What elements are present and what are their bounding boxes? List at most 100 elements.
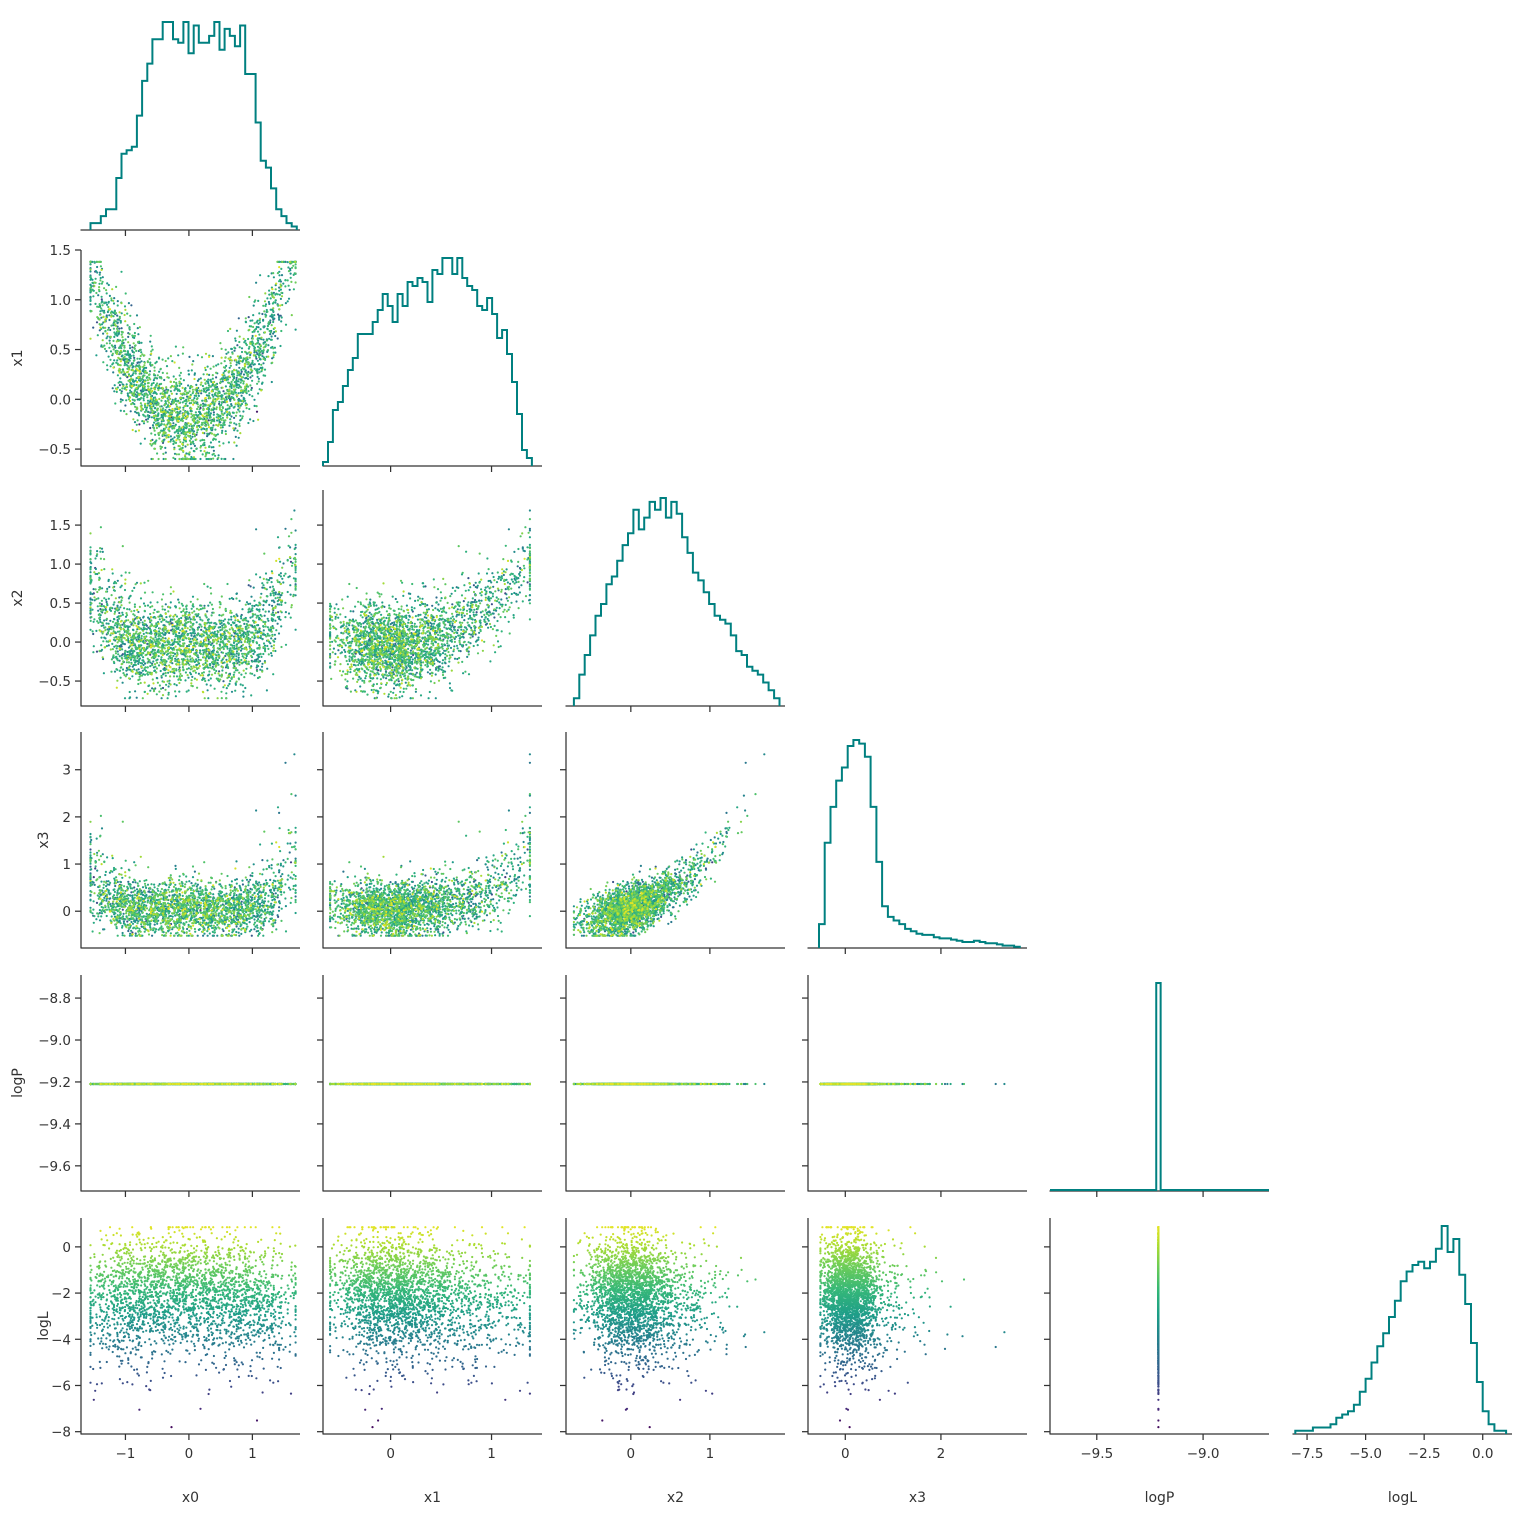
data-point (244, 377, 246, 379)
data-point (257, 300, 259, 302)
y-tick-label: −0.5 (38, 442, 71, 458)
data-point (96, 266, 98, 268)
data-point (280, 298, 282, 300)
data-point (281, 274, 283, 276)
data-point (140, 360, 142, 362)
data-point (285, 302, 287, 304)
data-point (165, 452, 167, 454)
data-point (138, 423, 140, 425)
data-point (238, 437, 240, 439)
data-point (274, 335, 276, 337)
data-point (208, 410, 210, 412)
data-point (149, 427, 151, 429)
data-point (145, 419, 147, 421)
data-point (124, 404, 126, 406)
data-point (258, 363, 260, 365)
corner-plot: −0.50.00.51.01.5−0.50.00.51.01.50123−9.6… (0, 0, 1520, 1513)
data-point (232, 458, 234, 460)
data-point (163, 439, 165, 441)
data-point (147, 418, 149, 420)
data-point (166, 365, 168, 367)
data-point (187, 384, 189, 386)
data-point (266, 297, 268, 299)
data-point (267, 275, 269, 277)
data-point (257, 376, 259, 378)
data-point (116, 315, 118, 317)
data-point (129, 344, 131, 346)
data-point (247, 378, 249, 380)
data-point (213, 411, 215, 413)
data-point (149, 412, 151, 414)
data-point (200, 377, 202, 379)
data-point (235, 383, 237, 385)
data-point (195, 384, 197, 386)
data-point (95, 270, 97, 272)
data-point (113, 359, 115, 361)
data-point (112, 371, 114, 373)
data-point (251, 387, 253, 389)
data-point (218, 454, 220, 456)
data-point (229, 367, 231, 369)
data-point (154, 407, 156, 409)
data-point (133, 403, 135, 405)
data-point (259, 274, 261, 276)
data-point (257, 392, 259, 394)
data-point (160, 416, 162, 418)
data-point (221, 430, 223, 432)
data-point (249, 376, 251, 378)
data-point (132, 372, 134, 374)
data-point (106, 337, 108, 339)
data-point (225, 353, 227, 355)
data-point (278, 315, 280, 317)
data-point (108, 284, 110, 286)
data-point (108, 301, 110, 303)
data-point (258, 378, 260, 380)
data-point (119, 384, 121, 386)
y-tick-label: 1.0 (50, 293, 71, 309)
scatter-points (89, 261, 296, 460)
data-point (228, 441, 230, 443)
data-point (197, 392, 199, 394)
data-point (198, 395, 200, 397)
data-point (197, 380, 199, 382)
data-point (131, 346, 133, 348)
data-point (138, 414, 140, 416)
data-point (163, 379, 165, 381)
data-point (207, 379, 209, 381)
data-point (271, 335, 273, 337)
data-point (184, 445, 186, 447)
data-point (137, 333, 139, 335)
data-point (149, 370, 151, 372)
data-point (256, 326, 258, 328)
data-point (163, 458, 165, 460)
data-point (218, 441, 220, 443)
data-point (96, 321, 98, 323)
data-point (238, 367, 240, 369)
y-tick-label: 0.5 (50, 343, 71, 359)
data-point (152, 424, 154, 426)
data-point (119, 377, 121, 379)
data-point (237, 399, 239, 401)
data-point (248, 316, 250, 318)
data-point (207, 366, 209, 368)
data-point (135, 396, 137, 398)
data-point (134, 411, 136, 413)
data-point (200, 392, 202, 394)
data-point (142, 370, 144, 372)
data-point (249, 394, 251, 396)
data-point (245, 321, 247, 323)
data-point (99, 272, 101, 274)
histogram-x0 (91, 22, 297, 230)
data-point (127, 392, 129, 394)
data-point (254, 363, 256, 365)
data-point (140, 443, 142, 445)
data-point (114, 347, 116, 349)
data-point (219, 421, 221, 423)
data-point (237, 409, 239, 411)
data-point (187, 370, 189, 372)
data-point (253, 305, 255, 307)
data-point (212, 355, 214, 357)
data-point (129, 347, 131, 349)
data-point (106, 282, 108, 284)
data-point (128, 302, 130, 304)
